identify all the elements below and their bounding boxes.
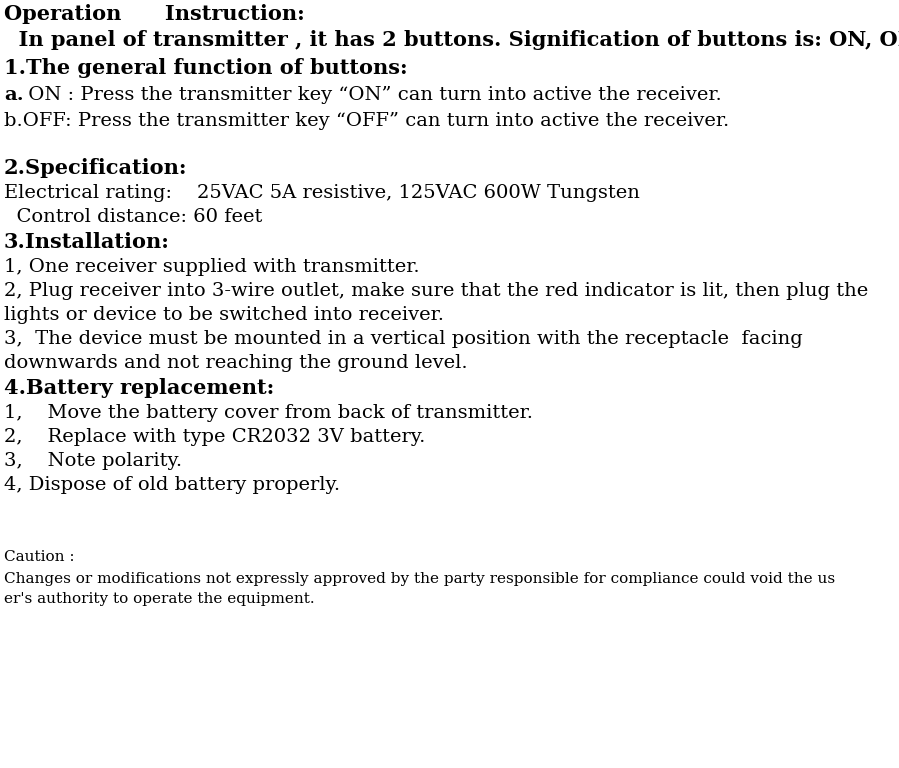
Text: 3.Installation:: 3.Installation: bbox=[4, 232, 170, 252]
Text: 1, One receiver supplied with transmitter.: 1, One receiver supplied with transmitte… bbox=[4, 258, 420, 276]
Text: Control distance: 60 feet: Control distance: 60 feet bbox=[4, 208, 263, 226]
Text: er's authority to operate the equipment.: er's authority to operate the equipment. bbox=[4, 592, 315, 606]
Text: downwards and not reaching the ground level.: downwards and not reaching the ground le… bbox=[4, 354, 467, 372]
Text: Caution :: Caution : bbox=[4, 550, 75, 564]
Text: In panel of transmitter , it has 2 buttons. Signification of buttons is: ON, OFF: In panel of transmitter , it has 2 butto… bbox=[4, 30, 899, 50]
Text: 4.Battery replacement:: 4.Battery replacement: bbox=[4, 378, 274, 398]
Text: 1,    Move the battery cover from back of transmitter.: 1, Move the battery cover from back of t… bbox=[4, 404, 533, 422]
Text: lights or device to be switched into receiver.: lights or device to be switched into rec… bbox=[4, 306, 444, 324]
Text: 1.The general function of buttons:: 1.The general function of buttons: bbox=[4, 58, 407, 78]
Text: 3,  The device must be mounted in a vertical position with the receptacle  facin: 3, The device must be mounted in a verti… bbox=[4, 330, 803, 348]
Text: a.: a. bbox=[4, 86, 23, 104]
Text: Electrical rating:    25VAC 5A resistive, 125VAC 600W Tungsten: Electrical rating: 25VAC 5A resistive, 1… bbox=[4, 184, 640, 202]
Text: 2,    Replace with type CR2032 3V battery.: 2, Replace with type CR2032 3V battery. bbox=[4, 428, 425, 446]
Text: Operation      Instruction:: Operation Instruction: bbox=[4, 4, 305, 24]
Text: 4, Dispose of old battery properly.: 4, Dispose of old battery properly. bbox=[4, 476, 340, 494]
Text: 2.Specification:: 2.Specification: bbox=[4, 158, 188, 178]
Text: Changes or modifications not expressly approved by the party responsible for com: Changes or modifications not expressly a… bbox=[4, 572, 835, 586]
Text: 2, Plug receiver into 3-wire outlet, make sure that the red indicator is lit, th: 2, Plug receiver into 3-wire outlet, mak… bbox=[4, 282, 868, 300]
Text: ON : Press the transmitter key “ON” can turn into active the receiver.: ON : Press the transmitter key “ON” can … bbox=[22, 86, 722, 104]
Text: 3,    Note polarity.: 3, Note polarity. bbox=[4, 452, 182, 470]
Text: b.OFF: Press the transmitter key “OFF” can turn into active the receiver.: b.OFF: Press the transmitter key “OFF” c… bbox=[4, 112, 729, 130]
